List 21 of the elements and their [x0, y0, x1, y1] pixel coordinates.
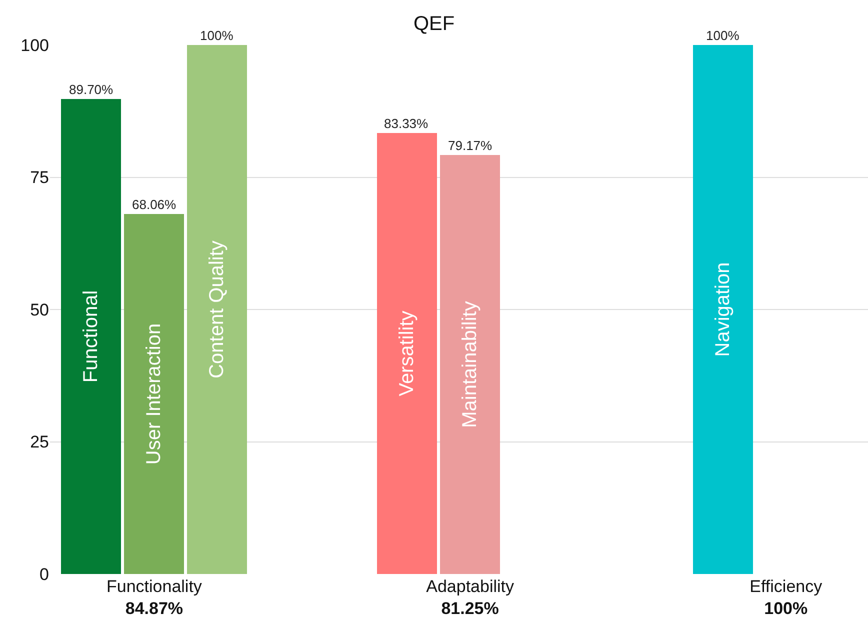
data-label: 100%	[200, 28, 234, 43]
data-label: 83.33%	[384, 116, 429, 131]
series-label: Functional	[80, 290, 102, 383]
series-label: Maintainability	[459, 301, 481, 428]
x-tick-label: Efficiency 100%	[750, 577, 823, 618]
data-label: 79.17%	[448, 138, 493, 153]
y-tick-label: 0	[40, 564, 49, 584]
y-tick-label: 100	[20, 36, 49, 55]
y-tick-label: 25	[30, 432, 49, 452]
y-tick-label: 50	[30, 300, 49, 320]
x-tick-label: Adaptability 81.25%	[426, 577, 514, 618]
x-tick-label: Functionality 84.87%	[106, 577, 202, 618]
chart-title: QEF	[413, 13, 455, 36]
y-tick-label: 75	[30, 168, 49, 188]
series-label: User Interaction	[143, 323, 165, 465]
data-label: 89.70%	[69, 82, 114, 97]
data-label: 68.06%	[132, 197, 177, 212]
series-label: Navigation	[712, 262, 734, 357]
data-label: 100%	[706, 28, 740, 43]
series-label: Content Quality	[206, 240, 228, 378]
series-label: Versatility	[396, 310, 418, 396]
